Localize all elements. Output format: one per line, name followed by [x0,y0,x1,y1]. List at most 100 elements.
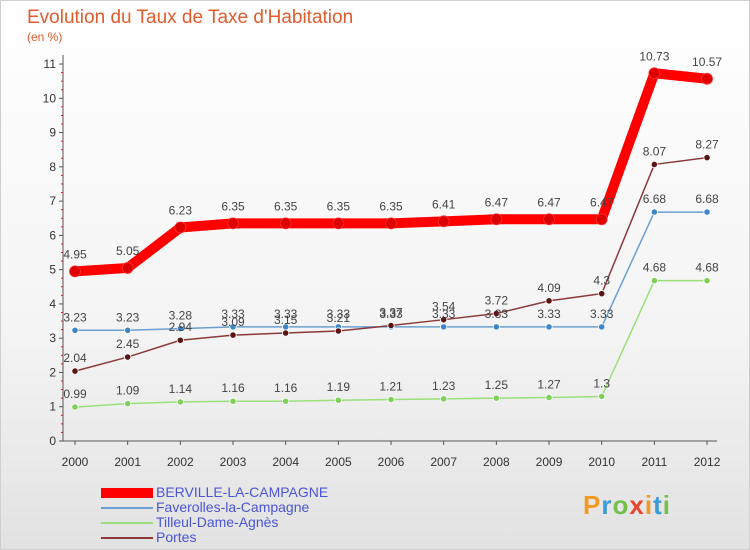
data-label-2: 1.14 [169,382,193,396]
y-tick-label: 3 [49,331,56,345]
legend-item: BERVILLE-LA-CAMPAGNE [101,484,421,500]
data-label-3: 3.21 [327,311,351,325]
legend-label: BERVILLE-LA-CAMPAGNE [156,484,329,500]
legend-item: Faverolles-la-Campagne [101,499,421,515]
logo-letter: P [583,490,602,520]
data-label-3: 3.09 [221,315,245,329]
data-label-1: 3.28 [169,309,193,323]
data-point-1 [71,326,79,334]
data-label-3: 3.54 [432,300,456,314]
legend-label: Faverolles-la-Campagne [156,499,310,515]
data-label-3: 8.07 [643,144,667,158]
data-point-3 [650,160,658,169]
data-label-1: 3.23 [116,310,140,324]
x-tick-label: 2008 [483,455,510,469]
data-label-0: 6.41 [432,197,456,211]
legend-swatch [101,506,153,509]
data-label-0: 6.47 [537,195,561,209]
logo-letter: x [629,490,645,520]
data-label-0: 6.23 [169,203,193,217]
y-tick-label: 4 [49,297,56,311]
y-tick-label: 0 [49,434,56,448]
data-point-3 [545,297,553,305]
data-label-2: 1.23 [432,379,456,393]
data-label-3: 2.04 [63,351,87,365]
data-point-2 [703,277,711,285]
x-tick-label: 2009 [536,455,563,469]
data-label-3: 8.27 [695,138,719,152]
logo-letter: o [612,490,630,520]
data-point-1 [176,324,184,333]
data-point-2 [545,393,553,402]
x-tick-label: 2001 [114,455,141,469]
data-point-0 [595,213,608,226]
legend-swatch [101,521,153,524]
data-point-3 [492,309,500,318]
data-label-1: 3.33 [537,307,561,321]
data-point-2 [387,395,395,404]
x-tick-label: 2011 [641,455,667,469]
y-tick-label: 2 [49,365,56,379]
data-point-0 [121,262,134,274]
logo-letter: i [644,490,654,520]
proxiti-logo: Proxiti [583,490,671,521]
data-point-3 [598,290,606,298]
legend-item: Tilleul-Dame-Agnès [101,514,421,530]
data-point-2 [334,396,342,404]
data-label-1: 3.33 [590,307,614,321]
data-point-0 [543,213,555,226]
y-tick-label: 8 [49,160,56,174]
data-label-0: 10.73 [639,49,669,63]
logo-letter: r [601,490,613,520]
data-label-1: 3.33 [221,307,245,321]
data-label-1: 3.33 [485,307,509,321]
data-label-3: 3.37 [379,306,403,320]
data-label-3: 4.09 [537,281,561,295]
data-label-2: 4.68 [643,261,667,275]
data-label-1: 3.33 [274,307,298,321]
data-label-2: 0.99 [63,387,87,401]
data-label-3: 2.94 [169,320,193,334]
data-point-1 [124,326,132,334]
data-point-3 [229,331,237,339]
legend-swatch [101,536,153,539]
data-point-0 [648,67,661,80]
data-label-0: 6.47 [590,195,614,209]
data-label-0: 6.35 [274,199,298,213]
legend-item: Portes [101,529,421,545]
data-point-3 [703,153,711,162]
data-label-2: 1.16 [221,381,245,395]
data-point-3 [334,327,342,335]
data-point-1 [492,323,500,331]
data-label-0: 6.35 [221,199,245,213]
x-tick-label: 2003 [220,455,247,469]
data-label-3: 3.72 [485,294,509,308]
data-point-3 [440,316,448,324]
y-tick-label: 10 [43,91,57,105]
data-label-3: 3.15 [274,313,298,327]
data-point-0 [437,215,450,228]
data-point-2 [440,395,448,403]
x-tick-label: 2004 [272,455,299,469]
data-point-3 [176,336,184,344]
data-point-0 [385,217,397,230]
x-tick-label: 2005 [325,455,352,469]
data-label-2: 1.27 [537,377,561,391]
y-tick-label: 11 [44,57,57,71]
data-point-1 [703,208,711,216]
data-point-2 [598,392,606,401]
data-point-1 [545,323,553,331]
x-tick-label: 2006 [378,455,405,469]
data-point-1 [229,323,237,331]
chart-legend: BERVILLE-LA-CAMPAGNE Faverolles-la-Campag… [101,484,421,545]
data-point-0 [69,265,81,278]
data-point-2 [492,394,500,402]
logo-letter: t [653,490,663,520]
data-label-1: 6.68 [695,192,719,206]
data-label-2: 1.21 [379,380,403,394]
data-label-2: 1.16 [274,381,298,395]
data-label-2: 1.19 [327,380,351,394]
chart-title: Evolution du Taux de Taxe d'Habitation [27,7,354,28]
x-tick-label: 2007 [430,455,457,469]
data-point-1 [598,323,606,331]
